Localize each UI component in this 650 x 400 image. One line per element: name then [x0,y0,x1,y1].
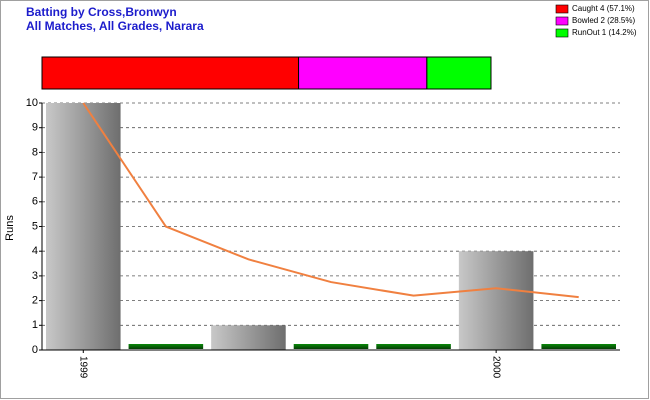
y-tick-label: 8 [32,146,38,158]
zero-bar [376,344,451,349]
y-tick-label: 3 [32,270,38,282]
legend-swatch [555,4,569,14]
y-tick-label: 5 [32,220,38,232]
y-tick-label: 9 [32,122,38,134]
breakdown-bar [41,56,492,90]
y-axis-label: Runs [4,215,16,241]
y-tick-label: 6 [32,196,38,208]
y-tick-label: 2 [32,295,38,307]
zero-bar [293,344,369,349]
chart-subtitle: All Matches, All Grades, Narara [26,19,204,33]
y-tick-label: 0 [32,344,38,356]
breakdown-segment [41,56,300,90]
bar [46,103,121,350]
y-tick-label: 10 [26,97,38,109]
breakdown-segment [298,56,428,90]
bar [211,325,286,350]
x-tick-label: 1999 [78,356,89,379]
zero-bar [541,344,616,349]
plot: 0 1 2 3 4 5 6 7 8 9 10 1999 2000 [26,97,620,379]
y-tick-label: 7 [32,171,38,183]
y-tick-label: 1 [32,319,38,331]
legend-label: Caught 4 (57.1%) [572,4,635,13]
legend: Caught 4 (57.1%) Bowled 2 (28.5%) RunOut 1… [555,4,637,38]
legend-swatch [555,16,569,26]
legend-label: RunOut 1 (14.2%) [572,28,637,37]
legend-label: Bowled 2 (28.5%) [572,16,635,25]
line [82,102,579,299]
legend-swatch [555,28,569,38]
y-tick-label: 4 [32,245,38,257]
x-tick-label: 2000 [491,356,502,379]
bar [458,251,534,350]
zero-bar [128,344,204,349]
breakdown-segment [426,56,492,90]
chart-title: Batting by Cross,Bronwyn [26,5,177,19]
